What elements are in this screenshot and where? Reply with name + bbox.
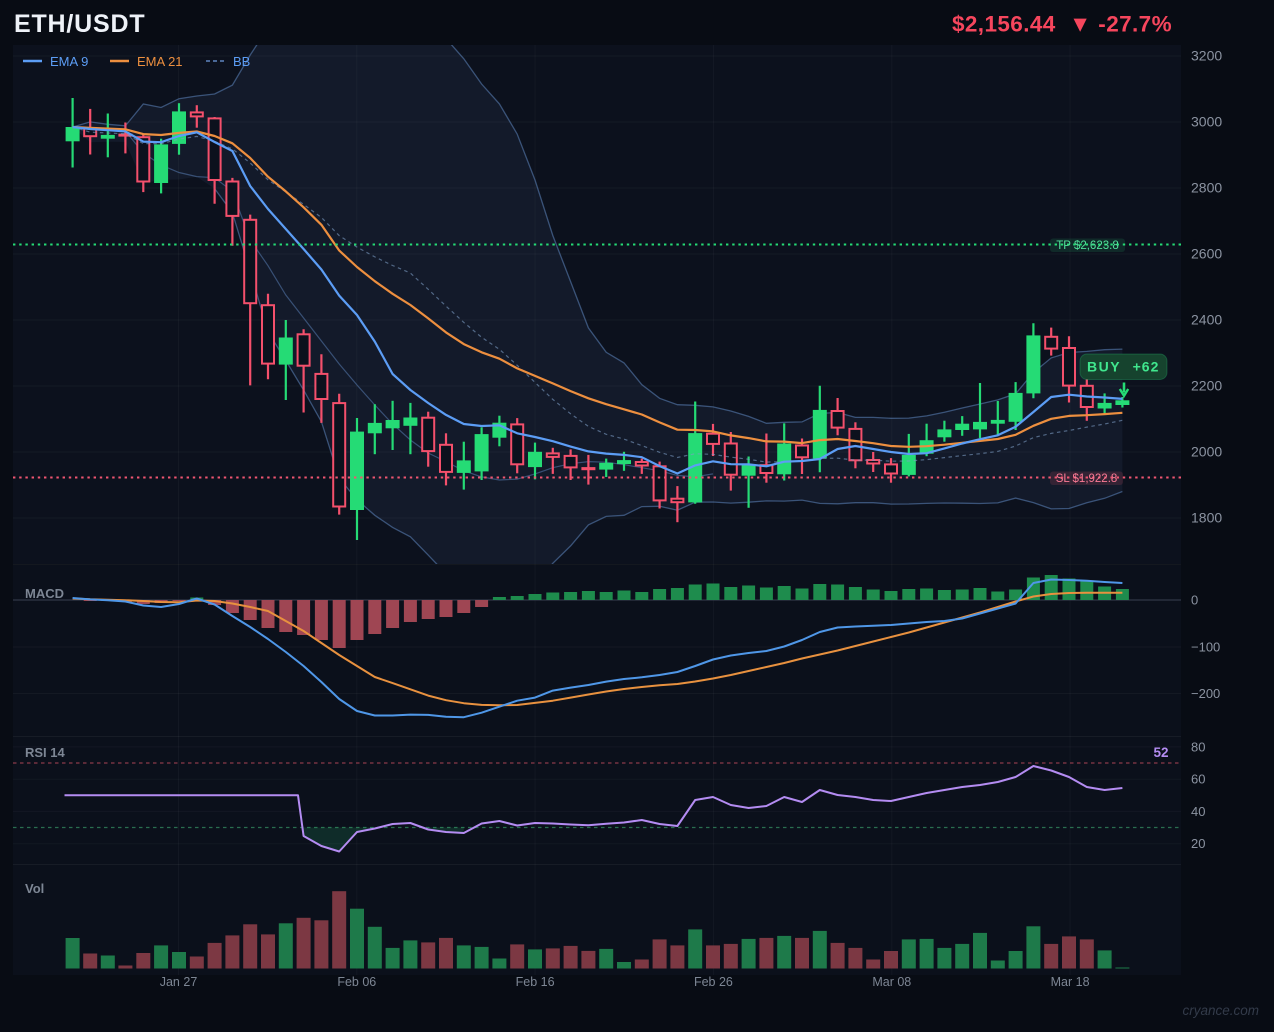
svg-text:Mar 08: Mar 08 [872, 975, 911, 989]
svg-text:2600: 2600 [1191, 246, 1222, 262]
svg-text:2000: 2000 [1191, 444, 1222, 460]
svg-text:Feb 06: Feb 06 [337, 975, 376, 989]
svg-text:+62: +62 [1133, 359, 1160, 375]
svg-text:Feb 16: Feb 16 [516, 975, 555, 989]
svg-text:EMA 21: EMA 21 [137, 54, 183, 69]
svg-text:52: 52 [1153, 745, 1168, 760]
svg-text:60: 60 [1191, 772, 1205, 787]
svg-text:EMA 9: EMA 9 [50, 54, 88, 69]
svg-text:SL $1,922.8: SL $1,922.8 [1056, 473, 1118, 485]
svg-text:BB: BB [233, 54, 250, 69]
svg-text:Feb 26: Feb 26 [694, 975, 733, 989]
svg-text:1800: 1800 [1191, 510, 1222, 526]
svg-text:ETH/USDT: ETH/USDT [14, 10, 145, 38]
svg-text:−100: −100 [1191, 640, 1220, 655]
svg-text:20: 20 [1191, 836, 1205, 851]
svg-text:$2,156.44 ▼ -27.7%: $2,156.44 ▼ -27.7% [952, 12, 1172, 37]
svg-text:2200: 2200 [1191, 378, 1222, 394]
svg-text:80: 80 [1191, 739, 1205, 754]
svg-text:40: 40 [1191, 804, 1205, 819]
svg-text:2400: 2400 [1191, 312, 1222, 328]
svg-text:Jan 27: Jan 27 [160, 975, 198, 989]
svg-text:3000: 3000 [1191, 114, 1222, 130]
svg-text:2800: 2800 [1191, 180, 1222, 196]
svg-text:0: 0 [1191, 593, 1198, 608]
svg-text:MACD: MACD [25, 586, 64, 601]
svg-text:Vol: Vol [25, 881, 44, 896]
svg-text:BUY: BUY [1087, 359, 1121, 375]
svg-text:−200: −200 [1191, 686, 1220, 701]
svg-text:RSI 14: RSI 14 [25, 745, 66, 760]
svg-text:TP $2,623.8: TP $2,623.8 [1056, 240, 1118, 252]
svg-text:cryance.com: cryance.com [1182, 1003, 1259, 1018]
svg-text:3200: 3200 [1191, 48, 1222, 64]
svg-text:Mar 18: Mar 18 [1051, 975, 1090, 989]
